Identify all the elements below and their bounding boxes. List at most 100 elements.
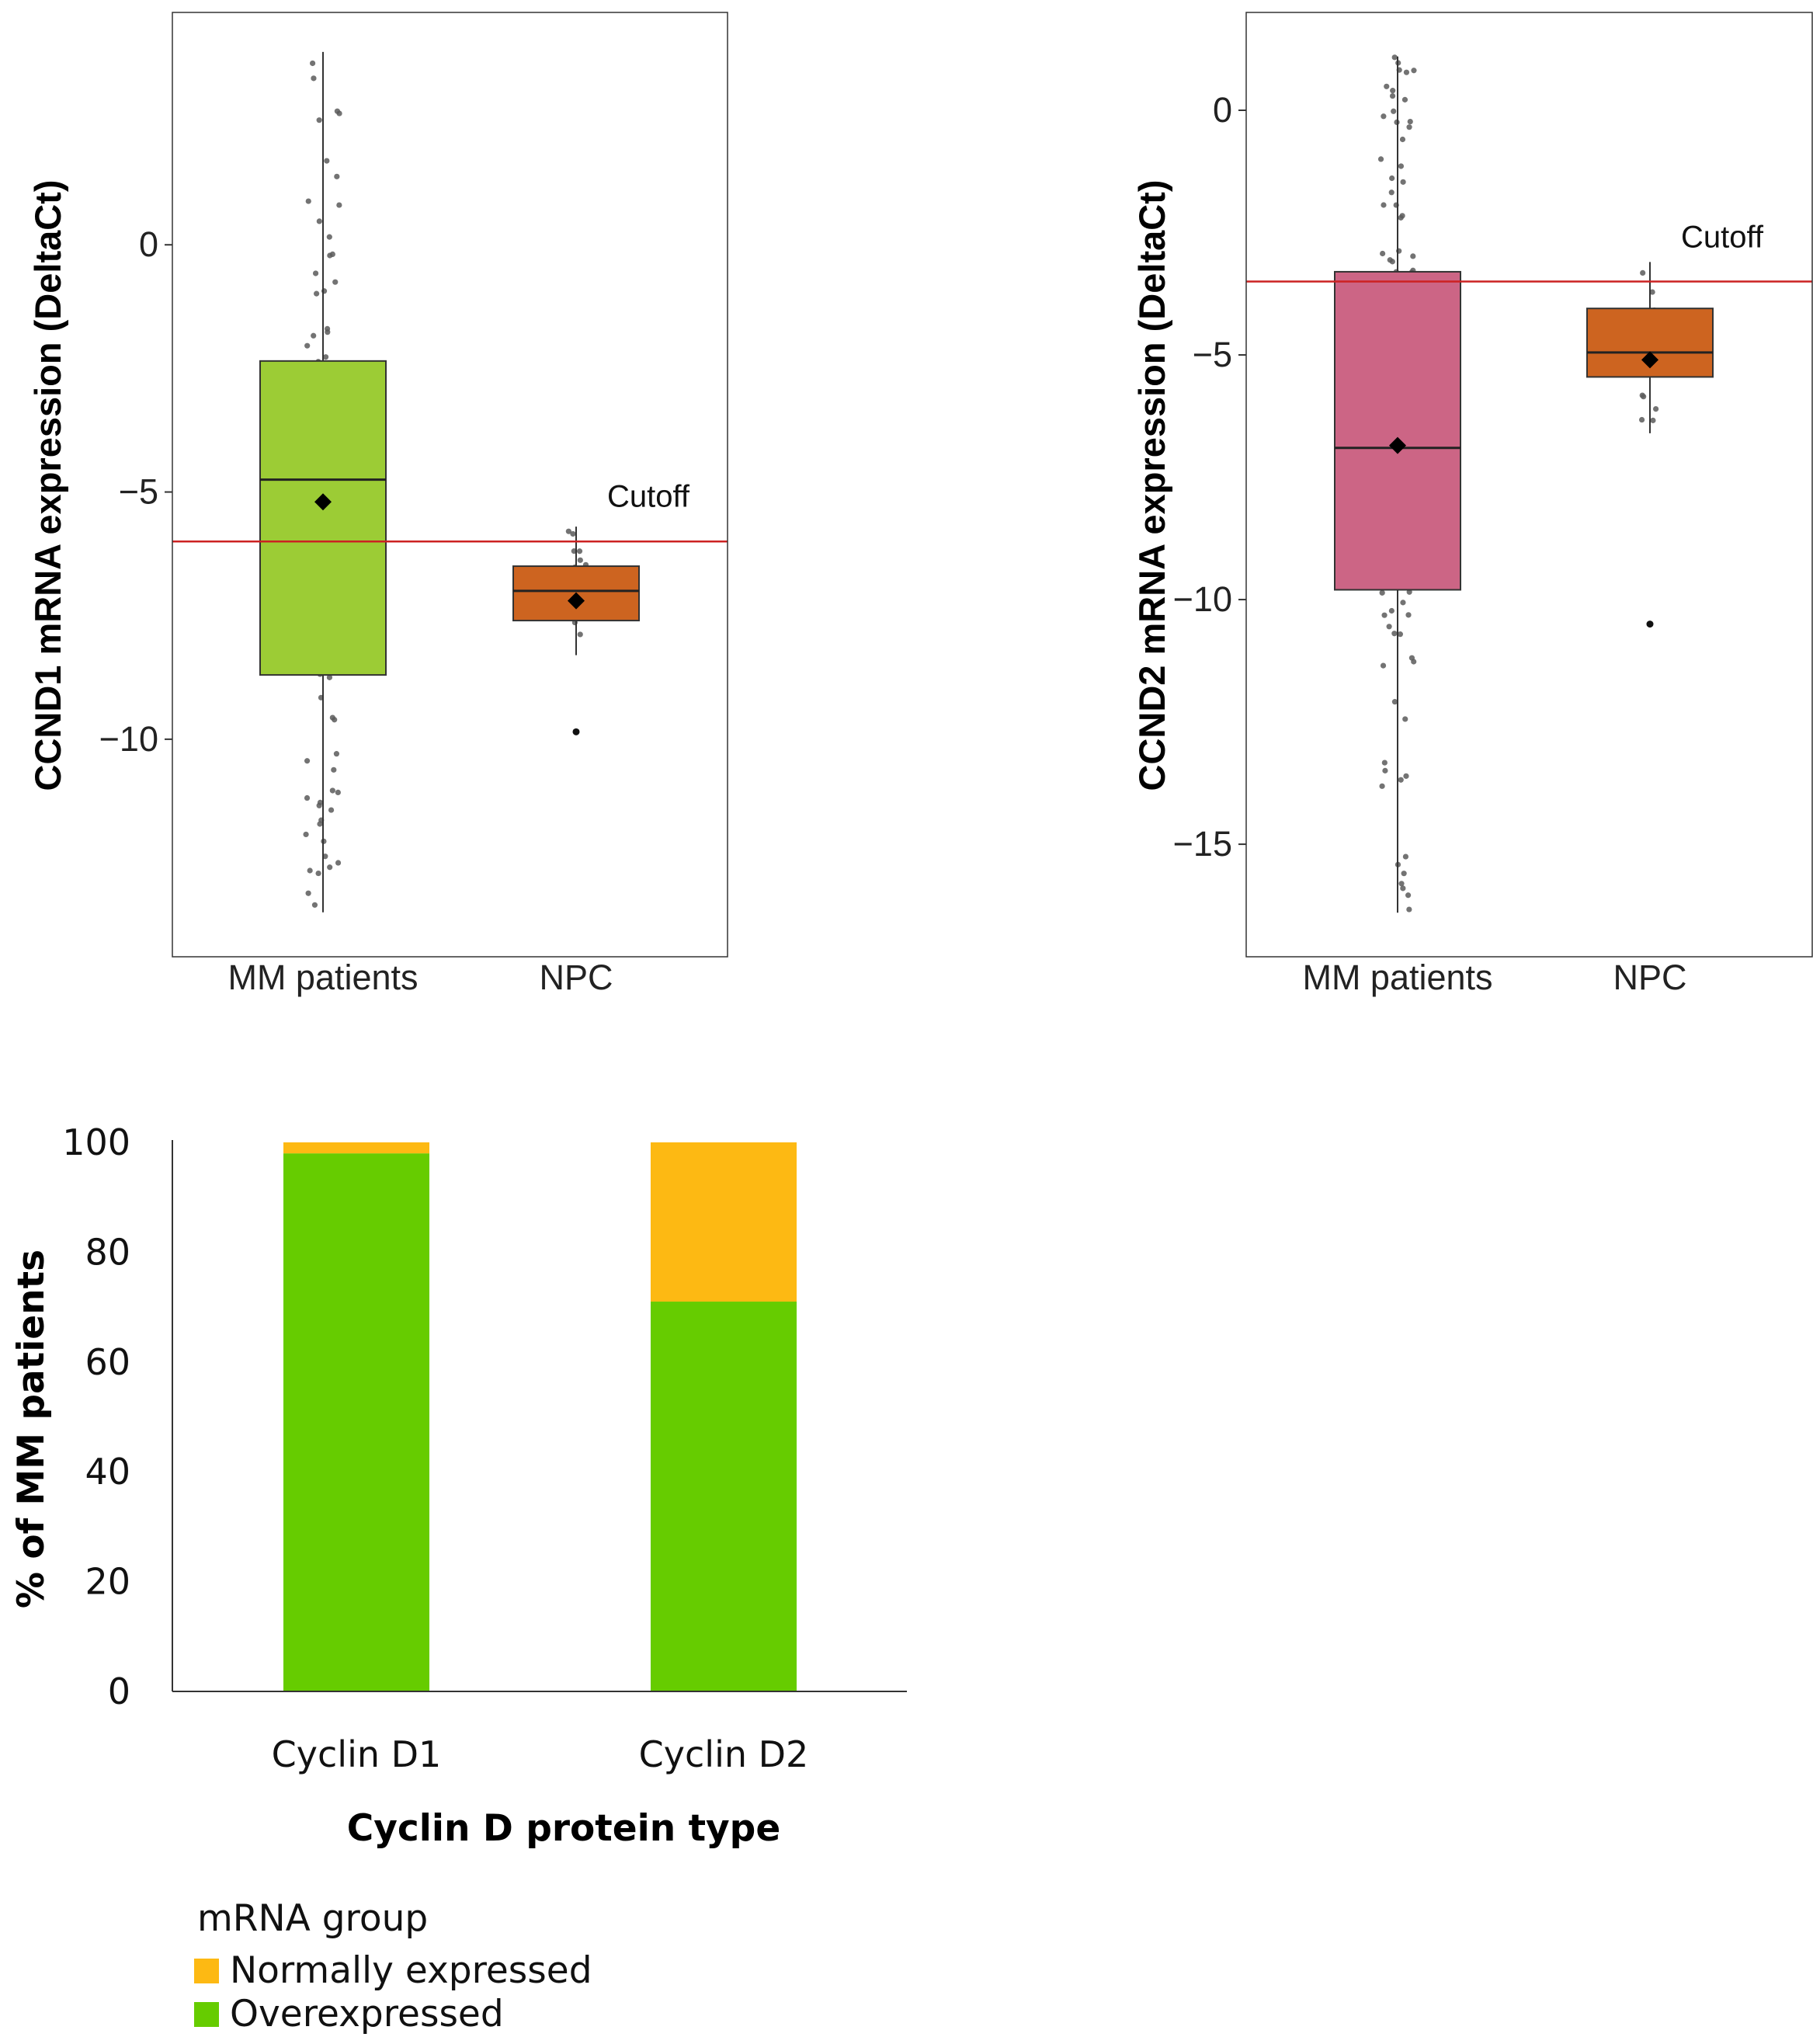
mm-observation-point <box>1380 662 1387 669</box>
mm-observation-point <box>316 218 322 224</box>
npc-mean-marker <box>568 592 585 610</box>
mm-observation-point <box>1390 88 1396 94</box>
mm-observation-point <box>1391 699 1398 705</box>
mm-box <box>259 360 387 676</box>
mm-observation-point <box>1381 760 1388 766</box>
mm-observation-point <box>326 674 333 680</box>
mm-observation-point <box>1398 881 1405 887</box>
mm-observation-point <box>316 802 322 808</box>
ccnd1-cutoff-label: Cutoff <box>607 480 690 514</box>
mm-observation-point <box>329 251 335 258</box>
cyclin-y-axis: 0 20 40 60 80 100 <box>62 1121 130 1712</box>
mm-observation-point <box>1398 163 1405 169</box>
mm-observation-point <box>335 789 341 796</box>
mm-observation-point <box>1379 589 1385 596</box>
mm-observation-point <box>1405 612 1412 618</box>
mm-observation-point <box>327 864 333 871</box>
npc-observation-point <box>1638 416 1645 423</box>
mm-observation-point <box>311 332 317 339</box>
npc-observation-point <box>1640 269 1646 276</box>
mm-observation-point <box>1408 655 1415 661</box>
mm-observation-point <box>1406 589 1412 595</box>
mm-observation-point <box>1382 767 1388 773</box>
npc-observation-point <box>577 631 583 638</box>
mm-observation-point <box>311 902 318 908</box>
npc-observation-point <box>577 557 583 563</box>
mm-observation-point <box>1402 853 1409 860</box>
mm-observation-point <box>1388 607 1394 614</box>
mm-observation-point <box>1401 96 1408 103</box>
mm-observation-point <box>1403 69 1410 75</box>
mm-observation-point <box>1400 179 1406 185</box>
ccnd2-plot-frame <box>1245 12 1813 958</box>
mm-observation-point <box>1384 83 1390 89</box>
ccnd1-plot-frame <box>172 12 728 958</box>
mm-observation-point <box>336 202 342 208</box>
ccnd1-x-tick-npc: NPC <box>539 958 613 997</box>
cyclin-bar-panel: 0 20 40 60 80 100 Cyclin D1 Cyclin D2 Cyclin … <box>10 1121 907 2035</box>
ccnd2-boxes <box>1334 56 1714 913</box>
mm-observation-point <box>303 831 309 838</box>
ccnd1-boxes <box>259 51 640 912</box>
ccnd1-panel: Cutoff 0 −5 −10 MM patients NPC CCND1 mRNA… <box>27 12 728 997</box>
npc-observation-point <box>1652 406 1659 412</box>
mm-observation-point <box>334 173 340 179</box>
y-tick-label: 100 <box>62 1121 130 1163</box>
mm-observation-point <box>333 751 340 757</box>
y-tick-label: −10 <box>99 719 158 759</box>
mm-observation-point <box>1405 892 1412 899</box>
npc-observation-point <box>570 530 576 537</box>
mm-observation-point <box>1402 716 1408 722</box>
mm-observation-point <box>1391 54 1398 61</box>
y-tick-label: 0 <box>1213 90 1232 130</box>
mm-observation-point <box>317 821 323 827</box>
mm-observation-point <box>325 329 331 335</box>
mm-observation-point <box>305 890 311 896</box>
mm-observation-point <box>304 342 311 349</box>
y-tick-label: −10 <box>1173 579 1232 619</box>
legend-label-normally-expressed: Normally expressed <box>230 1949 592 1992</box>
mm-observation-point <box>1381 612 1388 618</box>
npc-outlier-point <box>1646 620 1654 628</box>
y-tick-label: 0 <box>108 1670 130 1712</box>
mm-observation-point <box>309 60 316 67</box>
mm-observation-point <box>335 860 342 866</box>
ccnd1-y-axis-title: CCND1 mRNA expression (DeltaCt) <box>27 180 68 791</box>
mm-observation-point <box>1399 136 1406 143</box>
mm-observation-point <box>322 853 328 860</box>
mm-observation-point <box>1398 777 1404 783</box>
ccnd2-x-tick-npc: NPC <box>1613 958 1686 997</box>
legend-label-overexpressed: Overexpressed <box>230 1993 504 2035</box>
legend-title: mRNA group <box>197 1897 428 1940</box>
npc-observation-point <box>1650 417 1656 423</box>
y-tick-label: 80 <box>85 1231 130 1273</box>
ccnd2-cutoff-label: Cutoff <box>1681 220 1764 254</box>
y-tick-label: −5 <box>119 472 158 512</box>
mm-observation-point <box>312 270 319 276</box>
bar-normally-expressed-cyclin-d1 <box>283 1142 429 1154</box>
mm-observation-point <box>1381 113 1387 120</box>
mm-observation-point <box>1389 175 1395 182</box>
npc-observation-point <box>576 548 583 554</box>
bar-normally-expressed-cyclin-d2 <box>651 1142 797 1302</box>
mm-observation-point <box>305 198 311 204</box>
mm-observation-point <box>316 117 322 123</box>
mm-observation-point <box>1391 631 1398 637</box>
y-tick-label: 20 <box>85 1561 130 1603</box>
ccnd2-y-axis: 0 −5 −10 −15 <box>1173 90 1246 864</box>
y-tick-label: −5 <box>1193 335 1232 374</box>
mm-observation-point <box>315 870 321 877</box>
npc-observation-point <box>565 528 571 534</box>
mm-observation-point <box>1397 631 1403 638</box>
ccnd1-x-tick-mm: MM patients <box>227 958 418 997</box>
y-tick-label: 60 <box>85 1341 130 1383</box>
bar-overexpressed-cyclin-d1 <box>283 1153 429 1691</box>
npc-observation-point <box>1649 289 1655 295</box>
legend-swatch-normally-expressed <box>194 1959 219 1983</box>
mm-observation-point <box>1406 124 1412 130</box>
ccnd2-y-axis-title: CCND2 mRNA expression (DeltaCt) <box>1131 180 1172 791</box>
mm-observation-point <box>332 279 339 285</box>
cyclin-bars <box>283 1142 797 1691</box>
cyclin-x-axis-title: Cyclin D protein type <box>347 1807 780 1850</box>
